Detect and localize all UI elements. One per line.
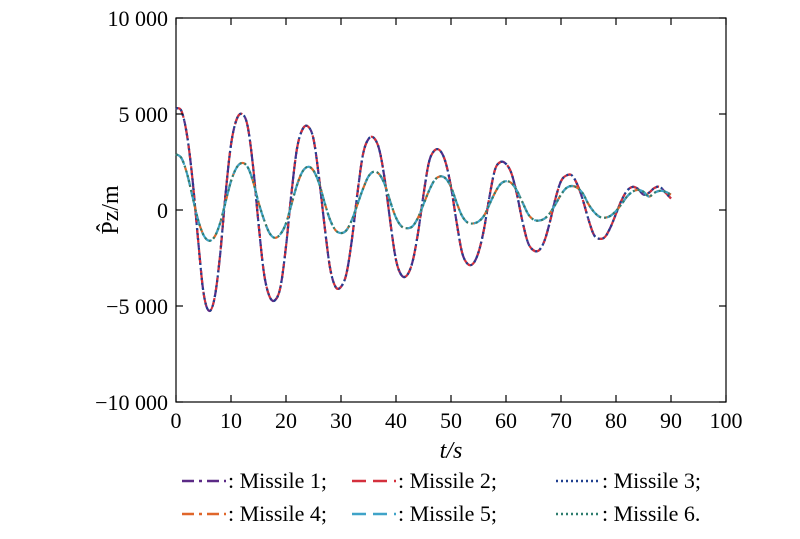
x-tick-label: 50 [440, 408, 462, 433]
x-tick-label: 40 [385, 408, 407, 433]
series-line-missile-1 [175, 107, 672, 313]
x-tick-label: 60 [495, 408, 517, 433]
plot-frame [175, 17, 727, 403]
x-tick-label: 20 [275, 408, 297, 433]
x-tick-label: 100 [710, 408, 743, 433]
legend: : Missile 1; : Missile 2; : Missile 3; : Mi… [182, 468, 701, 526]
legend-label-missile-3: : Missile 3; [602, 468, 701, 493]
series-layer [175, 107, 672, 313]
x-axis-ticks: 0 10 20 30 40 50 60 70 80 90 100 [171, 18, 743, 433]
series-line-missile-2 [175, 107, 672, 313]
y-tick-label: −5 000 [106, 294, 168, 319]
y-tick-label: −10 000 [95, 390, 168, 415]
x-axis-title: t/s [440, 438, 463, 464]
y-tick-label: 5 000 [119, 102, 169, 127]
legend-label-missile-5: : Missile 5; [398, 501, 497, 526]
x-tick-label: 0 [171, 408, 182, 433]
x-tick-label: 30 [330, 408, 352, 433]
y-tick-label: 0 [157, 198, 168, 223]
y-tick-label: 10 000 [108, 6, 169, 31]
y-axis-ticks: 10 000 5 000 0 −5 000 −10 000 [95, 6, 726, 415]
x-tick-label: 10 [220, 408, 242, 433]
legend-label-missile-6: : Missile 6. [602, 501, 700, 526]
x-tick-label: 80 [605, 408, 627, 433]
x-tick-label: 90 [660, 408, 682, 433]
y-axis-title: P̂z/m [96, 185, 124, 235]
legend-label-missile-4: : Missile 4; [228, 501, 327, 526]
plot-area [175, 17, 727, 403]
series-line-missile-3 [175, 107, 672, 313]
legend-label-missile-1: : Missile 1; [228, 468, 327, 493]
x-tick-label: 70 [550, 408, 572, 433]
series-line-missile-6 [175, 153, 672, 242]
legend-label-missile-2: : Missile 2; [398, 468, 497, 493]
